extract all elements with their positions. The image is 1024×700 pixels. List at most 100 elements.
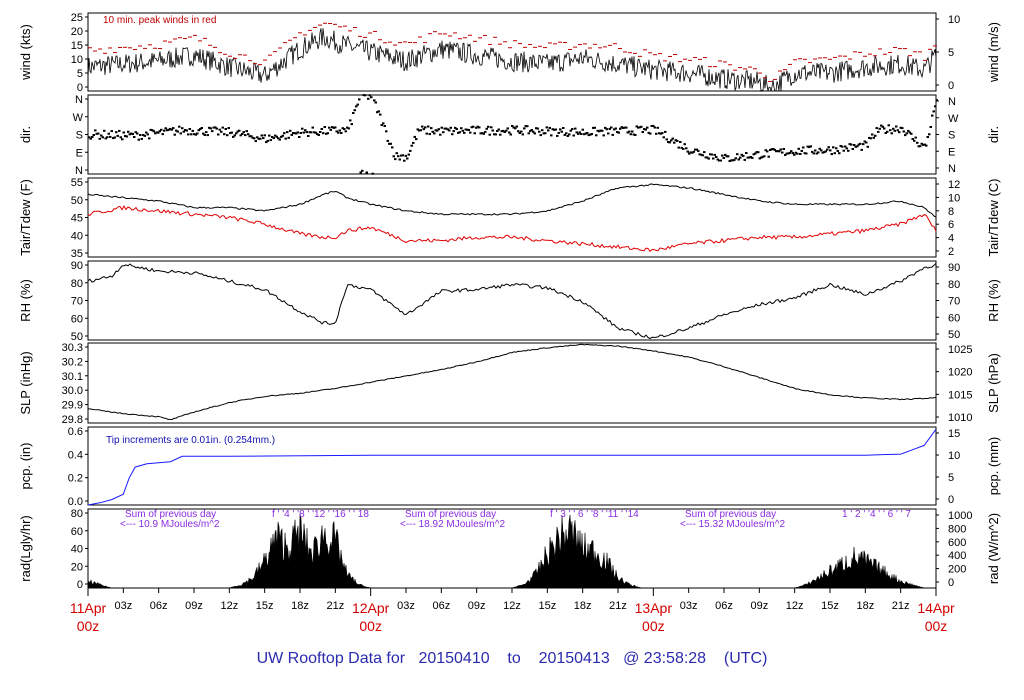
wind-direction-point xyxy=(899,126,902,129)
wind-direction-point xyxy=(853,144,856,146)
wind-direction-point xyxy=(376,111,379,114)
wind-direction-point xyxy=(781,151,784,154)
wind-direction-point xyxy=(623,126,626,129)
wind-direction-point xyxy=(205,131,208,134)
wind-direction-point xyxy=(182,130,185,133)
wind-direction-point xyxy=(506,127,509,130)
wind-direction-point xyxy=(737,158,740,161)
right-tick-label-dir: E xyxy=(948,146,955,158)
wind-direction-point xyxy=(145,131,148,134)
wind-direction-point xyxy=(311,126,314,129)
wind-direction-point xyxy=(695,148,698,151)
wind-direction-point xyxy=(887,124,890,127)
wind-direction-point xyxy=(230,131,233,134)
wind-direction-point xyxy=(565,132,568,135)
wind-direction-point xyxy=(355,105,358,108)
wind-direction-point xyxy=(214,126,217,129)
wind-direction-point xyxy=(700,153,703,156)
wind-direction-point xyxy=(541,129,544,132)
wind-direction-point xyxy=(203,134,206,136)
wind-direction-point xyxy=(466,128,469,131)
wind-direction-point xyxy=(551,128,554,131)
wind-direction-point xyxy=(628,130,631,133)
wind-direction-point xyxy=(481,132,484,135)
wind-direction-point xyxy=(916,141,919,144)
footer-prefix: UW Rooftop Data for xyxy=(256,650,406,667)
wind-direction-point xyxy=(538,130,541,133)
wind-direction-point xyxy=(760,156,763,159)
time-major-hour: 00z xyxy=(359,618,382,634)
wind-direction-point xyxy=(883,127,886,130)
wind-direction-point xyxy=(298,136,301,138)
wind-direction-point xyxy=(259,137,262,140)
wind-direction-point xyxy=(592,126,595,129)
wind-direction-point xyxy=(917,145,920,148)
radiation-sum-value: <--- 15.32 MJoules/m^2 xyxy=(680,519,785,530)
wind-direction-point xyxy=(460,127,463,130)
wind-direction-point xyxy=(611,133,614,136)
wind-direction-point xyxy=(146,133,149,136)
right-tick-label-temp: 12 xyxy=(948,179,960,191)
wind-direction-point xyxy=(778,150,781,153)
wind-direction-point xyxy=(625,126,628,129)
time-minor-label: 15z xyxy=(538,600,556,612)
wind-direction-point xyxy=(371,172,374,175)
wind-direction-point xyxy=(401,154,404,157)
wind-direction-point xyxy=(287,136,290,139)
wind-direction-point xyxy=(512,126,515,129)
left-tick-label-dir: S xyxy=(76,130,83,142)
radiation-sum-title: Sum of previous day xyxy=(405,509,496,520)
wind-direction-point xyxy=(178,125,181,128)
wind-direction-point xyxy=(470,126,473,129)
wind-direction-point xyxy=(412,141,415,144)
wind-direction-point xyxy=(557,131,560,134)
wind-direction-point xyxy=(763,155,766,158)
wind-direction-point xyxy=(448,129,451,132)
wind-direction-point xyxy=(677,146,680,149)
wind-direction-point xyxy=(896,129,899,132)
wind-direction-point xyxy=(503,131,506,133)
left-tick-label-pcp: 0.6 xyxy=(68,426,83,438)
wind-direction-point xyxy=(521,133,524,136)
wind-direction-point xyxy=(496,130,499,132)
left-tick-label-pcp: 0.2 xyxy=(68,473,83,485)
radiation-sum-value: <--- 10.9 MJoules/m^2 xyxy=(120,519,220,530)
tair-line xyxy=(87,183,937,218)
wind-direction-point xyxy=(620,126,623,129)
wind-direction-point xyxy=(413,135,416,138)
wind-direction-point xyxy=(148,137,151,140)
wind-direction-point xyxy=(478,126,481,129)
wind-direction-point xyxy=(740,153,743,156)
wind-direction-point xyxy=(914,136,917,139)
wind-direction-point xyxy=(430,127,433,130)
wind-direction-point xyxy=(353,109,356,112)
wind-direction-point xyxy=(754,152,757,155)
wind-direction-point xyxy=(238,129,241,132)
time-minor-label: 12z xyxy=(220,600,238,612)
wind-direction-point xyxy=(364,94,367,97)
wind-direction-point xyxy=(919,145,922,148)
wind-direction-point xyxy=(686,150,689,153)
wind-direction-point xyxy=(472,125,475,128)
wind-direction-point xyxy=(907,129,910,132)
wind-direction-point xyxy=(629,133,632,136)
wind-direction-point xyxy=(397,155,400,158)
wind-direction-point xyxy=(634,134,637,136)
right-tick-label-wind: 10 xyxy=(948,14,960,26)
wind-direction-point xyxy=(197,129,200,132)
wind-speed-line xyxy=(87,28,937,92)
wind-direction-point xyxy=(728,160,731,162)
wind-direction-point xyxy=(101,136,104,139)
wind-direction-point xyxy=(110,130,113,133)
wind-direction-point xyxy=(422,128,425,131)
wind-direction-point xyxy=(109,135,112,138)
wind-direction-point xyxy=(457,131,460,134)
wind-direction-point xyxy=(649,132,652,135)
wind-direction-point xyxy=(338,129,341,132)
wind-direction-point xyxy=(502,129,505,132)
wind-direction-point xyxy=(890,132,893,135)
wind-direction-point xyxy=(458,131,461,134)
wind-direction-point xyxy=(370,96,373,99)
wind-direction-point xyxy=(731,159,734,162)
wind-direction-point xyxy=(322,132,325,135)
